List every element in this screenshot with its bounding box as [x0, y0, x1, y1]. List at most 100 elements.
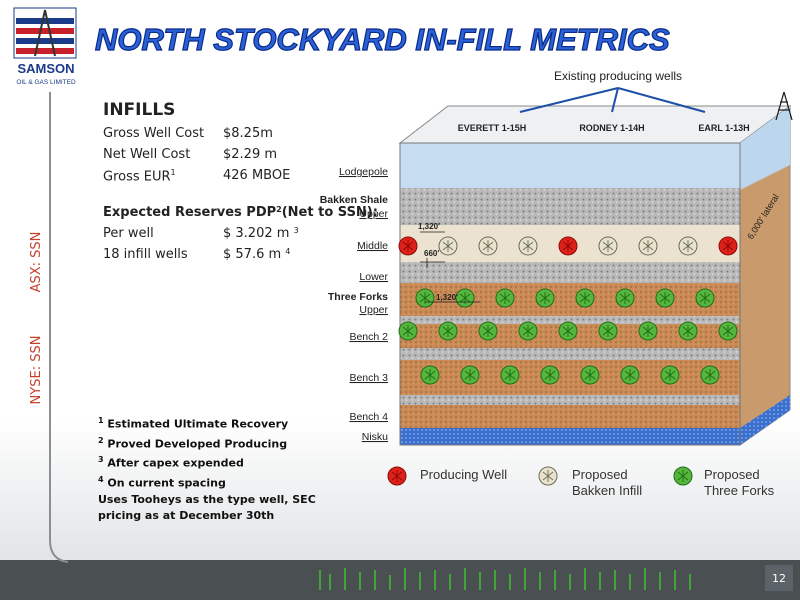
- row: Gross EUR1 426 MBOE: [103, 168, 378, 189]
- layer-label: Bench 3: [349, 372, 388, 384]
- superscript: 4: [285, 247, 291, 256]
- note: Uses Tooheys as the type well, SEC prici…: [98, 492, 316, 522]
- well-icon-mark: [522, 325, 534, 337]
- footnote: 2 Proved Developed Producing: [98, 433, 353, 453]
- superscript: 3: [98, 455, 104, 465]
- pointer-lines: [519, 87, 706, 113]
- derrick: [775, 91, 793, 121]
- well-icon-mark: [664, 369, 676, 381]
- row: 18 infill wells $ 57.6 m 4: [103, 247, 378, 268]
- well-icon-mark: [562, 325, 574, 337]
- superscript: 2: [276, 205, 282, 214]
- layer-label: Bench 4: [349, 411, 388, 423]
- well-icon-mark: [402, 240, 414, 252]
- stratum: [400, 143, 740, 188]
- well-icon-mark: [602, 325, 614, 337]
- footnote: 1 Estimated Ultimate Recovery: [98, 413, 353, 433]
- legend-label: Producing Well: [420, 467, 508, 482]
- row-value: $ 57.6 m: [223, 247, 282, 262]
- footnote: 3 After capex expended: [98, 452, 353, 472]
- dimension-lines: [420, 231, 480, 303]
- row: Gross Well Cost $8.25m: [103, 126, 378, 147]
- diagram-caption: Existing producing wells: [554, 69, 682, 83]
- superscript: 2: [98, 435, 104, 445]
- superscript: 3: [293, 226, 299, 235]
- well-icon-mark: [659, 292, 671, 304]
- heading-text: (Net to SSN):: [281, 205, 378, 220]
- stratum: [400, 360, 740, 395]
- row-label: Net Well Cost: [103, 147, 191, 162]
- row-value: $2.29 m: [223, 147, 278, 162]
- well-icon-mark: [682, 325, 694, 337]
- well-icon-mark: [562, 240, 574, 252]
- layer-label: Bakken Shale: [320, 194, 388, 206]
- well-icon-mark: [722, 240, 734, 252]
- layer-label: Lodgepole: [339, 166, 388, 178]
- page-number-box: [765, 565, 793, 591]
- reserves-heading: Expected Reserves PDP 2 (Net to SSN):: [103, 205, 378, 226]
- well-icon-mark: [677, 470, 689, 482]
- well-icon-mark: [539, 292, 551, 304]
- annotation: 660': [424, 249, 439, 258]
- stratum: [400, 428, 740, 445]
- well-icon-mark: [704, 369, 716, 381]
- ground: [0, 560, 800, 600]
- well-icon-mark: [504, 369, 516, 381]
- well-icon-mark: [391, 470, 403, 482]
- stratum: [400, 316, 740, 324]
- row-label: Gross EUR: [103, 169, 171, 185]
- slide-title: NORTH STOCKYARD IN-FILL METRICS: [95, 22, 670, 57]
- well-icon-mark: [642, 325, 654, 337]
- well-icon-mark: [522, 240, 534, 252]
- block-diagram: [398, 105, 792, 446]
- well-name: EARL 1-13H: [698, 123, 749, 133]
- layer-label: Nisku: [362, 431, 388, 443]
- superscript: 4: [98, 474, 104, 484]
- sidebar-line: [49, 92, 69, 563]
- footnote-text: On current spacing: [107, 476, 226, 490]
- layer-label: Middle: [357, 240, 388, 252]
- well-icon-mark: [482, 240, 494, 252]
- well-icon-mark: [642, 240, 654, 252]
- superscript: 1: [98, 416, 104, 425]
- footnote: 4 On current spacing: [98, 472, 353, 492]
- well-icon-mark: [402, 325, 414, 337]
- well-icon-mark: [579, 292, 591, 304]
- row-label: Per well: [103, 226, 154, 241]
- layer-label: Lower: [359, 271, 388, 283]
- logo-name: SAMSON: [17, 61, 74, 76]
- heading-text: Expected Reserves PDP: [103, 205, 277, 220]
- stratum: [400, 395, 740, 405]
- well-icon-mark: [722, 325, 734, 337]
- stratum: [400, 188, 740, 225]
- footnote-text: After capex expended: [107, 456, 244, 470]
- well-icon-mark: [584, 369, 596, 381]
- well-icon-mark: [619, 292, 631, 304]
- stratum: [400, 262, 740, 283]
- row-label: Gross Well Cost: [103, 126, 205, 141]
- well-icon-mark: [624, 369, 636, 381]
- well-icon-mark: [699, 292, 711, 304]
- well-name: EVERETT 1-15H: [458, 123, 527, 133]
- row: Per well $ 3.202 m 3: [103, 226, 378, 247]
- layer-label: Upper: [359, 304, 388, 316]
- footnote-text: Proved Developed Producing: [107, 437, 288, 451]
- infills-block: INFILLS Gross Well Cost $8.25m Net Well C…: [103, 100, 378, 268]
- stratum: [400, 348, 740, 360]
- row: Net Well Cost $2.29 m: [103, 147, 378, 168]
- legend-label: Proposed Bakken Infill: [572, 467, 643, 498]
- annotation: 1,320': [436, 293, 458, 302]
- well-icon-mark: [424, 369, 436, 381]
- well-icon-mark: [442, 240, 454, 252]
- side-face: [740, 106, 790, 190]
- well-name: RODNEY 1-14H: [579, 123, 644, 133]
- footnote-text: Estimated Ultimate Recovery: [107, 417, 289, 431]
- logo: SAMSON OIL & GAS LIMITED: [13, 7, 77, 86]
- row-value: $8.25m: [223, 126, 273, 141]
- layer-label: Three Forks: [328, 291, 388, 303]
- layer-label: Bench 2: [349, 331, 388, 343]
- well-icon-mark: [544, 369, 556, 381]
- well-icon-mark: [464, 369, 476, 381]
